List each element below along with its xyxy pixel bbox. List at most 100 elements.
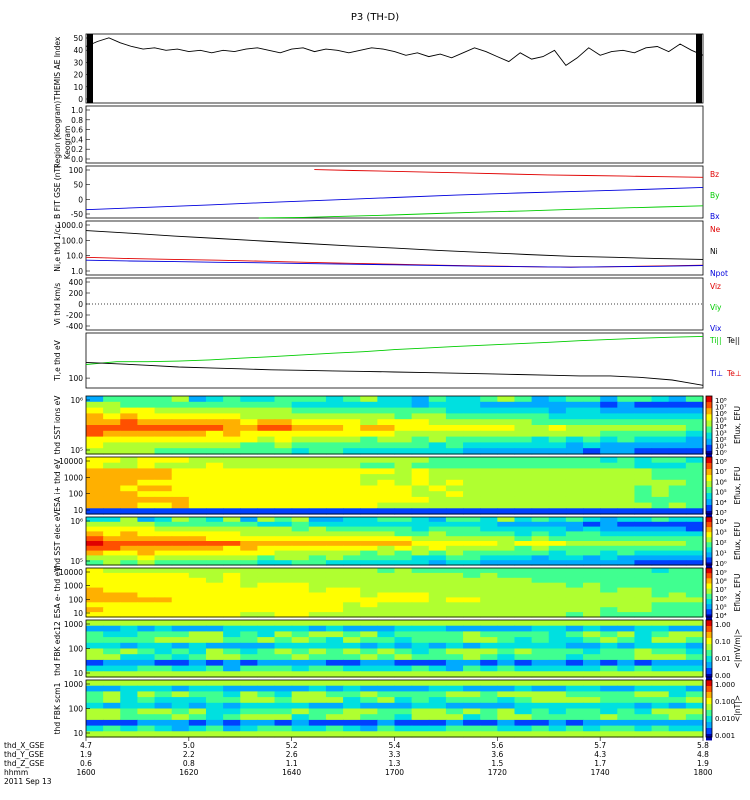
heatmap-cell [548, 631, 567, 638]
heatmap-cell [274, 631, 293, 638]
heatmap-cell [360, 436, 378, 443]
heatmap-cell [617, 545, 636, 552]
heatmap-cell [651, 587, 670, 594]
heatmap-cell [497, 625, 516, 632]
heatmap-cell [223, 697, 241, 704]
heatmap-cell [480, 714, 498, 721]
heatmap-cell [668, 572, 687, 579]
heatmap-cell [394, 457, 413, 464]
heatmap-cell [291, 697, 310, 704]
heatmap-cell [291, 592, 310, 598]
heatmap-cell [445, 508, 464, 515]
heatmap-cell [548, 462, 567, 469]
heatmap-cell [497, 521, 516, 528]
heatmap-cell [634, 536, 653, 542]
heatmap-cell [325, 419, 344, 426]
heatmap-cell [205, 637, 224, 644]
heatmap-cell [188, 442, 207, 449]
heatmap-cell [531, 502, 550, 509]
heatmap-cell [308, 508, 327, 515]
legend-label: By [710, 191, 720, 200]
heatmap-cell [188, 671, 207, 678]
heatmap-cell [325, 485, 344, 492]
heatmap-cell [668, 582, 687, 589]
heatmap-cell [223, 691, 241, 698]
heatmap-cell [154, 485, 173, 492]
colorbar-tick-label: 10⁴ [715, 499, 727, 507]
heatmap-cell [411, 550, 430, 556]
heatmap-cell [274, 555, 293, 561]
heatmap-cell [103, 550, 121, 556]
heatmap-cell [668, 526, 687, 532]
colorbar-tick-label: 1.000 [715, 681, 735, 689]
heatmap-cell [223, 607, 241, 613]
heatmap-cell [360, 419, 378, 426]
heatmap-cell [480, 502, 498, 509]
heatmap-cell [685, 448, 704, 455]
series-line-Ne [85, 256, 704, 268]
heatmap-cell [377, 731, 396, 738]
heatmap-cell [428, 430, 447, 438]
heatmap-cell [120, 508, 139, 515]
heatmap-cell [325, 691, 344, 698]
heatmap-cell [86, 442, 104, 449]
colorbar-swatch [706, 665, 712, 669]
heatmap-cell [343, 479, 361, 487]
heatmap-cell [685, 536, 704, 542]
heatmap-cell [205, 577, 224, 584]
heatmap-cell [291, 597, 310, 603]
heatmap-cell [171, 536, 190, 542]
ylabel: Ti,e thd eV [53, 339, 62, 381]
heatmap-cell [325, 725, 344, 732]
heatmap-cell [463, 485, 481, 492]
heatmap-cell [171, 430, 190, 438]
heatmap-cell [343, 413, 361, 420]
colorbar-swatch [706, 460, 712, 464]
heatmap-cell [634, 442, 653, 449]
heatmap-cell [583, 719, 601, 727]
heatmap-cell [463, 702, 481, 710]
heatmap-cell [343, 425, 361, 432]
footer-value: 1.5 [491, 759, 503, 768]
heatmap-cell [188, 691, 207, 698]
heatmap-cell [394, 642, 413, 650]
heatmap-cell [514, 631, 533, 638]
heatmap-cell [325, 407, 344, 414]
colorbar-swatch [706, 542, 712, 546]
heatmap-cell [394, 731, 413, 738]
heatmap-cell [617, 719, 636, 727]
heatmap-cell [583, 587, 601, 594]
heatmap-cell [86, 648, 104, 655]
heatmap-cell [428, 731, 447, 738]
heatmap-cell [411, 413, 430, 420]
heatmap-cell [223, 536, 241, 542]
heatmap-cell [137, 680, 156, 687]
heatmap-cell [360, 425, 378, 432]
colorbar-swatch [706, 707, 712, 711]
heatmap-cell [240, 637, 258, 644]
heatmap-cell [154, 597, 173, 603]
heatmap-cell [171, 485, 190, 492]
heatmap-cell [205, 407, 224, 414]
heatmap-cell [360, 607, 378, 613]
heatmap-cell [137, 448, 156, 455]
heatmap-cell [377, 654, 396, 661]
heatmap-cell [685, 597, 704, 603]
heatmap-cell [86, 631, 104, 638]
heatmap-cell [120, 485, 139, 492]
heatmap-cell [377, 691, 396, 698]
heatmap-cell [531, 654, 550, 661]
heatmap-cell [634, 572, 653, 579]
heatmap-cell [120, 560, 139, 566]
heatmap-cell [428, 545, 447, 552]
heatmap-cell [120, 671, 139, 678]
heatmap-cell [600, 396, 618, 403]
heatmap-cell [548, 592, 567, 598]
heatmap-cell [411, 691, 430, 698]
heatmap-cell [343, 620, 361, 627]
heatmap-cell [497, 642, 516, 650]
heatmap-cell [274, 592, 293, 598]
heatmap-cell [634, 457, 653, 464]
